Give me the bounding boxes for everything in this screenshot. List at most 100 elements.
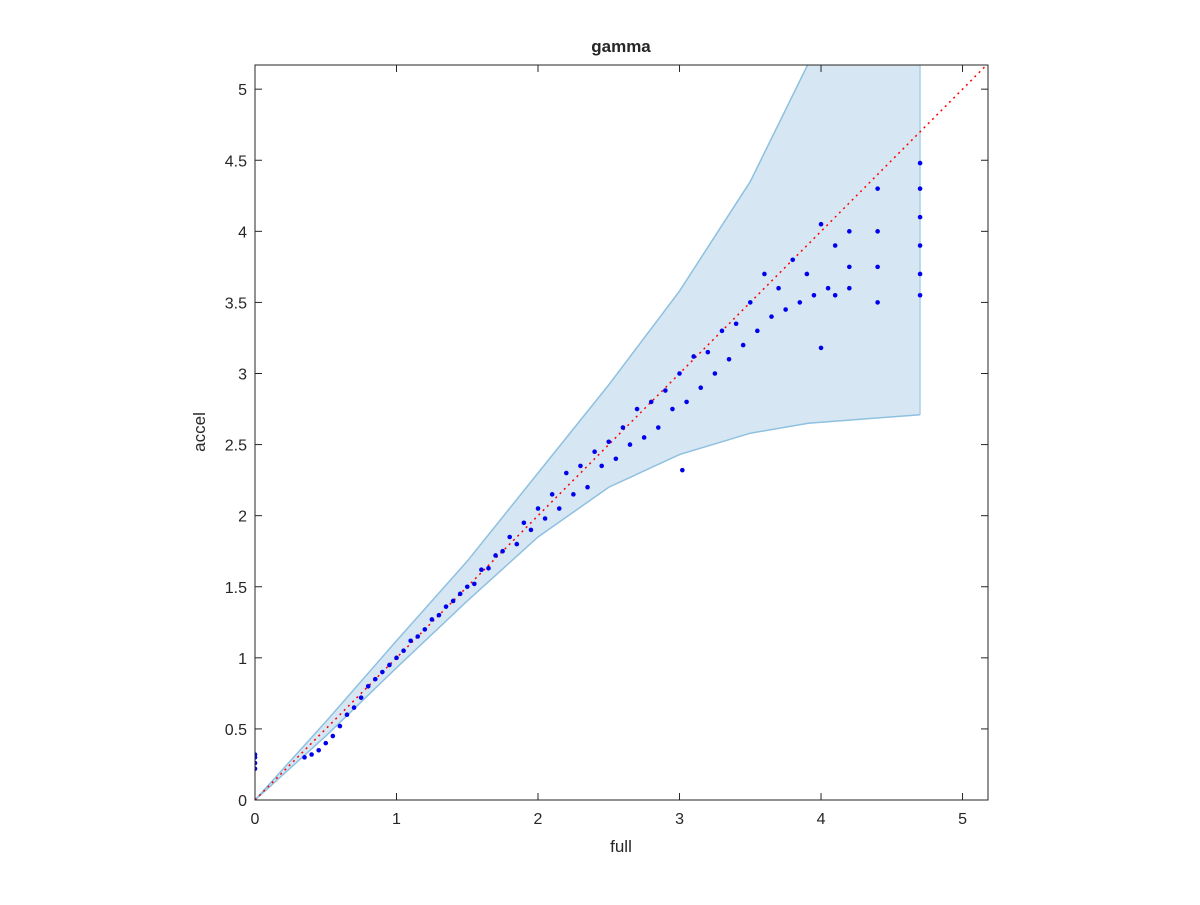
point (719, 328, 725, 334)
point (641, 435, 647, 440)
point (408, 638, 413, 644)
point (564, 470, 569, 476)
point (648, 399, 654, 405)
point (917, 271, 923, 277)
y-axis-label: accel (190, 412, 209, 452)
point (309, 752, 314, 757)
axes-box (254, 64, 989, 801)
y-tick-label: 1.5 (225, 580, 247, 597)
point (613, 456, 619, 462)
point (847, 285, 852, 291)
point (578, 463, 583, 469)
plot-area (255, 65, 988, 800)
y-tick-label: 5 (238, 82, 247, 99)
y-tick-label: 1 (238, 651, 247, 668)
y-tick-label: 4 (238, 224, 247, 241)
point (818, 345, 824, 351)
point (811, 293, 817, 298)
point (783, 307, 788, 312)
point (627, 442, 633, 447)
point (556, 506, 562, 511)
band-upper (255, 65, 809, 800)
point (535, 506, 541, 511)
point (655, 425, 661, 430)
point (606, 439, 612, 445)
point (571, 492, 576, 497)
point (705, 349, 711, 355)
point (330, 733, 336, 739)
point (684, 399, 689, 405)
point (486, 565, 491, 571)
point (514, 541, 520, 547)
point (875, 186, 880, 191)
x-axis-label: full (610, 837, 632, 856)
point (747, 300, 753, 305)
point (698, 385, 704, 391)
point (680, 467, 685, 473)
point (677, 371, 682, 376)
band-fill (255, 65, 921, 800)
x-tick-label: 2 (534, 811, 543, 828)
point (323, 740, 329, 746)
point (875, 264, 880, 270)
point (401, 648, 406, 654)
point (380, 669, 385, 675)
point (351, 705, 357, 710)
point (917, 243, 923, 248)
point (464, 584, 470, 590)
point (365, 683, 371, 689)
point (599, 463, 604, 469)
point (670, 406, 675, 412)
point (733, 321, 739, 327)
point (917, 214, 923, 220)
point (507, 534, 513, 540)
point (740, 342, 746, 348)
point (769, 314, 774, 319)
point (500, 548, 505, 554)
point (790, 257, 796, 263)
point (797, 300, 803, 305)
point (620, 425, 626, 430)
point (847, 229, 852, 234)
point (443, 604, 449, 609)
point (712, 371, 718, 376)
y-tick-label: 3.5 (225, 295, 247, 312)
y-tick-label: 2 (238, 509, 247, 526)
point (592, 449, 597, 454)
point (691, 354, 696, 359)
point (358, 695, 364, 700)
x-tick-label: 0 (251, 811, 260, 828)
point (847, 264, 852, 270)
point (415, 634, 421, 639)
x-tick-label: 1 (392, 811, 401, 828)
point (875, 300, 880, 305)
point (762, 271, 767, 277)
point (255, 752, 258, 757)
band-lower (255, 413, 921, 800)
point (521, 520, 527, 526)
x-tick-label: 5 (958, 811, 967, 828)
point (372, 676, 378, 682)
point (825, 285, 831, 291)
point (917, 293, 923, 298)
point (804, 271, 810, 277)
point (429, 617, 435, 622)
point (457, 591, 463, 597)
y-tick-label: 3 (238, 367, 247, 384)
point (542, 516, 548, 521)
y-tick-label: 0 (238, 793, 247, 810)
point (549, 492, 555, 497)
point (917, 160, 923, 166)
point (302, 755, 307, 760)
x-tick-label: 3 (675, 811, 684, 828)
point (344, 712, 350, 718)
point (493, 553, 498, 558)
point (472, 581, 477, 587)
point (832, 243, 838, 248)
point (316, 747, 321, 753)
point (255, 760, 258, 766)
point (917, 186, 923, 191)
point (875, 229, 880, 234)
x-tick-label: 4 (817, 811, 826, 828)
